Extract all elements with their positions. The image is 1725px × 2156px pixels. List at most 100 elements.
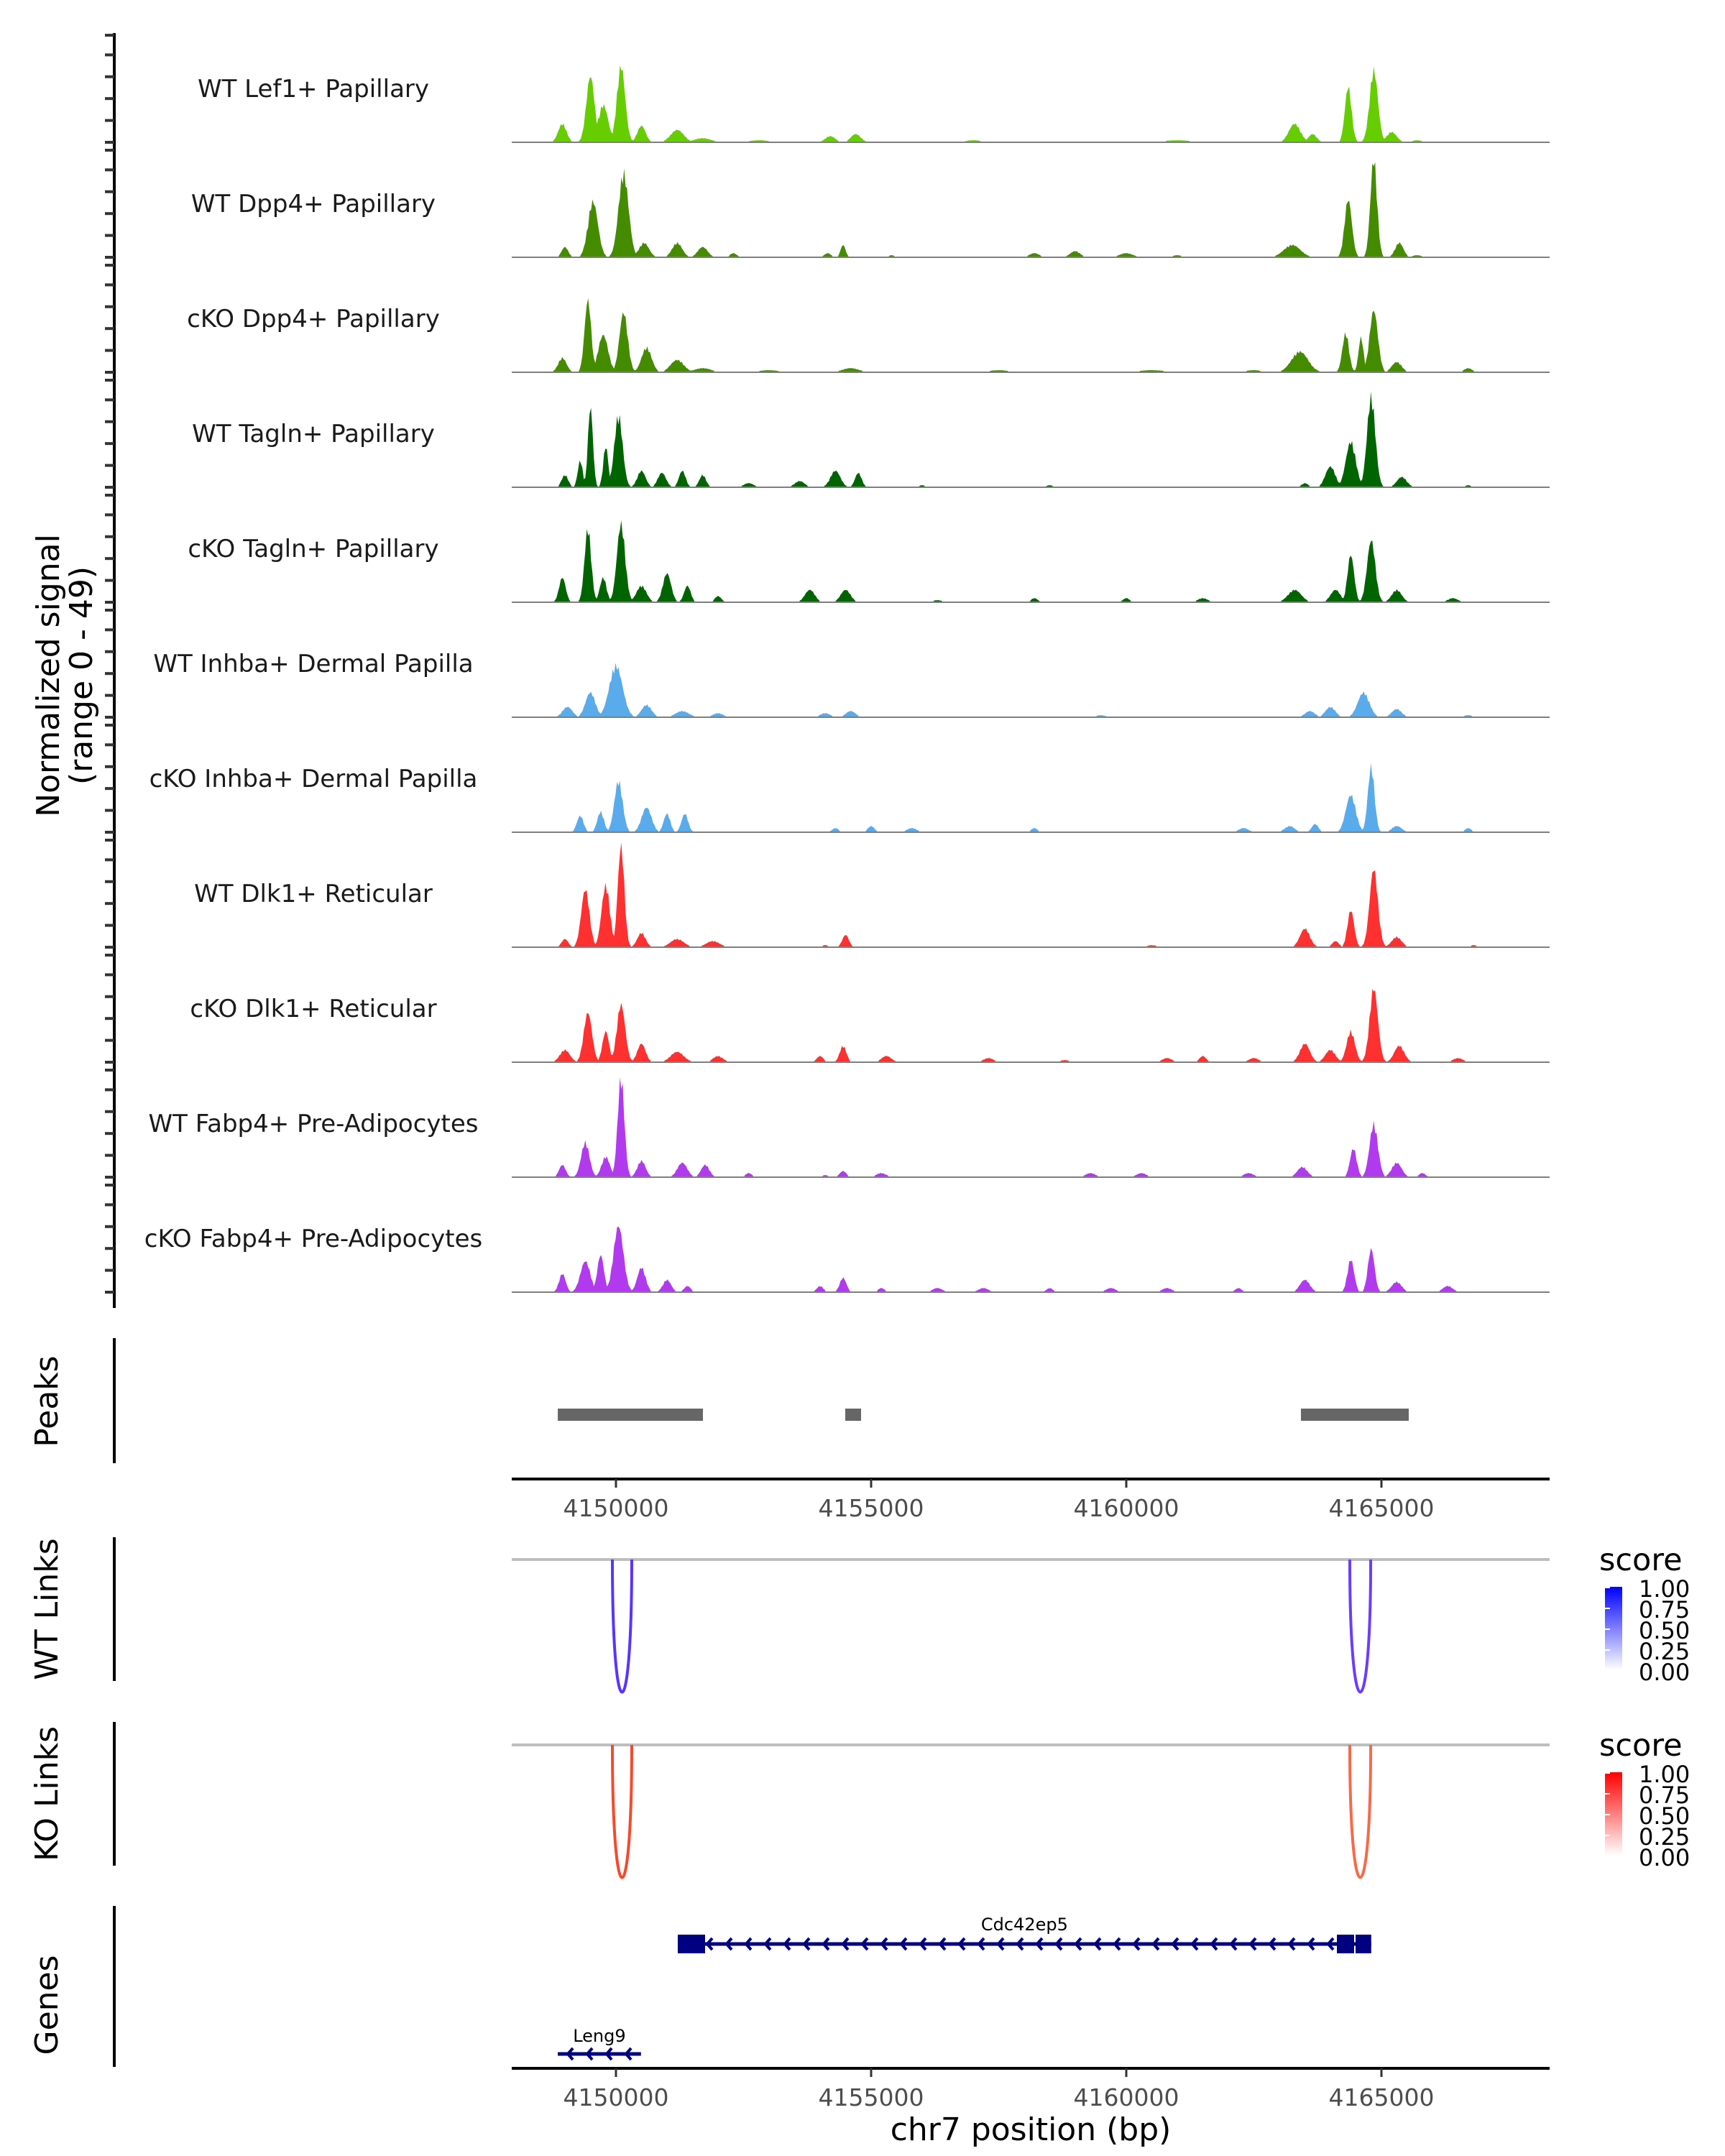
legend-tick-label: 0.00	[1639, 1659, 1690, 1686]
legend-tick-label: 0.50	[1639, 1617, 1690, 1644]
strand-arrow-icon	[1229, 1937, 1238, 1951]
strand-arrow-icon	[763, 1937, 772, 1951]
strand-arrow-icon	[1307, 1937, 1315, 1951]
strand-arrow-icon	[624, 2047, 632, 2061]
legend-title: score	[1599, 1728, 1683, 1764]
x-tick-label: 4155000	[818, 2083, 924, 2111]
strand-arrow-icon	[957, 1937, 966, 1951]
coverage-track: WT Inhba+ Dermal Papilla	[153, 650, 1550, 718]
x-tick-label: 4160000	[1073, 1494, 1179, 1522]
peak-region	[1301, 1409, 1409, 1421]
strand-arrow-icon	[1248, 1937, 1257, 1951]
genes-panel: Genes Cdc42ep5 Leng9 4150000 4155000 416000…	[29, 1906, 1550, 2148]
link-arc	[1348, 1559, 1373, 1694]
peak-region	[845, 1409, 861, 1421]
strand-arrow-icon	[604, 2047, 613, 2061]
gene-label: Cdc42ep5	[981, 1915, 1068, 1935]
coverage-track: cKO Tagln+ Papillary	[188, 520, 1550, 603]
link-arc	[611, 1559, 633, 1694]
track-label: cKO Dlk1+ Reticular	[190, 995, 436, 1023]
x-tick-label: 4150000	[563, 1494, 668, 1522]
strand-arrow-icon	[724, 1937, 733, 1951]
strand-arrow-icon	[899, 1937, 908, 1951]
coverage-area	[512, 1226, 1550, 1292]
strand-arrow-icon	[1287, 1937, 1296, 1951]
coverage-track: WT Fabp4+ Pre-Adipocytes	[149, 1077, 1550, 1178]
strand-arrow-icon	[822, 1937, 830, 1951]
track-label: WT Lef1+ Papillary	[198, 75, 429, 103]
strand-arrow-icon	[977, 1937, 985, 1951]
legend-tick-label: 0.50	[1639, 1802, 1690, 1830]
gene-exon	[677, 1935, 705, 1953]
coverage-track: WT Tagln+ Papillary	[192, 391, 1550, 488]
strand-arrow-icon	[1074, 1937, 1082, 1951]
legend-tick-label: 1.00	[1639, 1575, 1690, 1603]
coverage-area	[512, 842, 1550, 947]
strand-arrow-icon	[880, 1937, 888, 1951]
track-label: cKO Tagln+ Papillary	[188, 535, 438, 563]
coverage-area	[512, 162, 1550, 257]
strand-arrow-icon	[996, 1937, 1005, 1951]
coverage-area	[512, 520, 1550, 602]
x-tick-label: 4165000	[1328, 2083, 1434, 2111]
strand-arrow-icon	[1035, 1937, 1044, 1951]
strand-arrow-icon	[802, 1937, 811, 1951]
coverage-track: cKO Dlk1+ Reticular	[190, 989, 1550, 1063]
track-label: WT Fabp4+ Pre-Adipocytes	[149, 1110, 479, 1138]
legend-tick-label: 0.75	[1639, 1596, 1690, 1623]
track-label: cKO Fabp4+ Pre-Adipocytes	[144, 1225, 483, 1253]
coverage-track: cKO Dpp4+ Papillary	[187, 298, 1550, 373]
strand-arrow-icon	[1016, 1937, 1024, 1951]
strand-arrow-icon	[1210, 1937, 1218, 1951]
coverage-y-ticks	[105, 34, 114, 1294]
track-label: WT Inhba+ Dermal Papilla	[153, 650, 473, 678]
strand-arrow-icon	[841, 1937, 850, 1951]
coverage-track: cKO Inhba+ Dermal Papilla	[150, 763, 1550, 833]
strand-arrow-icon	[1171, 1937, 1179, 1951]
track-label: WT Dlk1+ Reticular	[194, 880, 433, 908]
strand-arrow-icon	[705, 1937, 714, 1951]
coverage-track: WT Lef1+ Papillary	[198, 65, 1550, 143]
legend-tick-label: 1.00	[1639, 1761, 1690, 1788]
peaks-label: Peaks	[29, 1355, 65, 1447]
coverage-y-title-line2: (range 0 - 49)	[63, 566, 100, 785]
coverage-area	[512, 298, 1550, 372]
peaks-panel: Peaks 4150000 4155000 4160000 4165000	[29, 1338, 1550, 1522]
coverage-y-title-line1: Normalized signal	[30, 534, 67, 817]
gene-cdc42ep5: Cdc42ep5	[677, 1915, 1371, 1953]
x-axis-title: chr7 position (bp)	[891, 2111, 1172, 2148]
legend-title: score	[1599, 1542, 1683, 1578]
genes-label: Genes	[29, 1955, 65, 2055]
strand-arrow-icon	[1190, 1937, 1199, 1951]
gene-leng9: Leng9	[558, 2026, 641, 2061]
coverage-area	[512, 1077, 1550, 1177]
coverage-panel: Normalized signal (range 0 - 49) WT Lef1…	[30, 33, 1550, 1308]
strand-arrow-icon	[744, 1937, 753, 1951]
coverage-area	[512, 763, 1550, 832]
strand-arrow-icon	[1132, 1937, 1141, 1951]
strand-arrow-icon	[783, 1937, 791, 1951]
links-label: KO Links	[29, 1726, 65, 1861]
coverage-area	[512, 65, 1550, 142]
strand-arrow-icon	[938, 1937, 947, 1951]
x-tick-label: 4160000	[1073, 2083, 1179, 2111]
links-label: WT Links	[29, 1538, 65, 1680]
link-arc	[611, 1744, 633, 1879]
coverage-area	[512, 391, 1550, 487]
strand-arrow-icon	[860, 1937, 869, 1951]
gene-exon	[1355, 1935, 1371, 1953]
strand-arrow-icon	[1093, 1937, 1102, 1951]
coverage-track: cKO Fabp4+ Pre-Adipocytes	[144, 1225, 1550, 1293]
strand-arrow-icon	[919, 1937, 927, 1951]
x-tick-label: 4165000	[1328, 1494, 1434, 1522]
strand-arrow-icon	[566, 2047, 574, 2061]
coverage-track: WT Dpp4+ Papillary	[191, 162, 1550, 258]
gene-label: Leng9	[573, 2026, 625, 2046]
coverage-area	[512, 663, 1550, 717]
strand-arrow-icon	[585, 2047, 594, 2061]
peak-region	[558, 1409, 703, 1421]
track-label: WT Dpp4+ Papillary	[191, 190, 436, 218]
